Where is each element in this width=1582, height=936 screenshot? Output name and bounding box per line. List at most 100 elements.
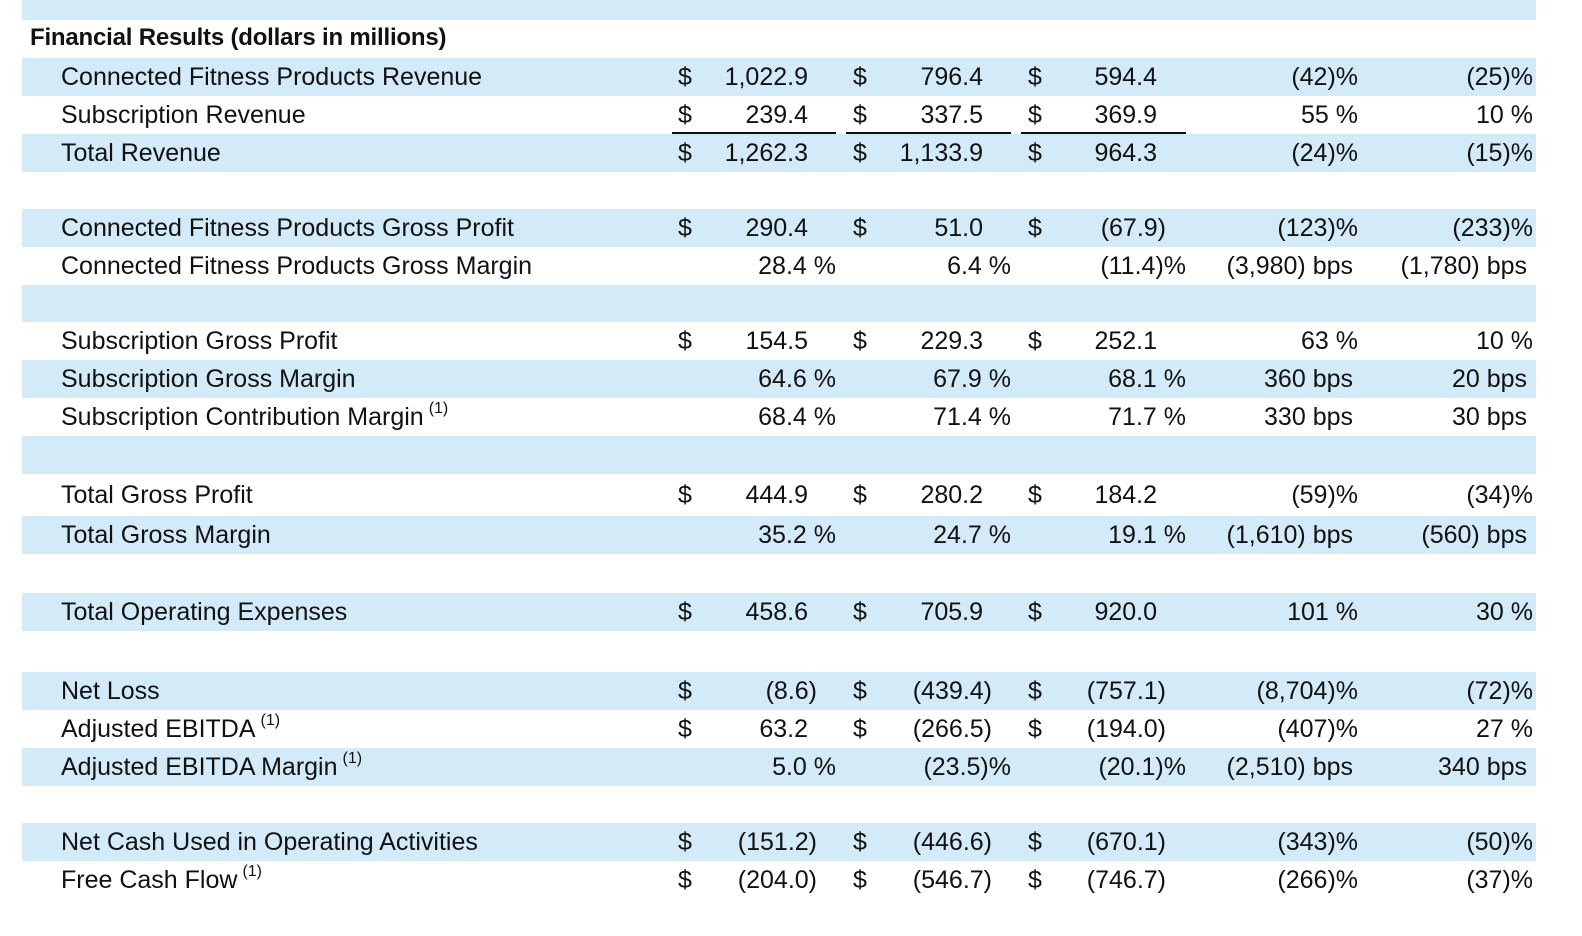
row-label: Connected Fitness Products Revenue [61, 58, 482, 96]
row-label-text: Connected Fitness Products Revenue [61, 63, 483, 91]
row-label: Connected Fitness Products Gross Profit [61, 209, 514, 247]
change-cell: (3,980) bps [1226, 252, 1353, 280]
row-label: Free Cash Flow (1) [61, 861, 262, 903]
row-label: Net Cash Used in Operating Activities [61, 823, 478, 861]
value-cell: (746.7) [1086, 866, 1166, 894]
value-cell: (20.1)% [1098, 753, 1186, 781]
dollar-sign: $ [678, 101, 692, 129]
footnote-marker: (1) [242, 863, 263, 880]
dollar-sign: $ [678, 214, 692, 242]
row-label-text: Total Operating Expenses [61, 598, 348, 626]
row-label: Subscription Gross Profit [61, 322, 338, 360]
subtotal-underline [672, 132, 836, 134]
change-cell: (266)% [1277, 866, 1358, 894]
row-label: Total Revenue [61, 134, 221, 172]
dollar-sign: $ [678, 139, 692, 167]
row-label-text: Free Cash Flow [61, 866, 238, 894]
value-cell: (194.0) [1086, 715, 1166, 743]
value-cell: (439.4) [912, 677, 992, 705]
value-cell: (670.1) [1086, 828, 1166, 856]
table-row [22, 360, 1536, 398]
row-label-text: Subscription Gross Margin [61, 365, 356, 393]
dollar-sign: $ [853, 63, 867, 91]
change-cell: 55 % [1301, 101, 1358, 129]
spacer-row [22, 436, 1536, 474]
dollar-sign: $ [1028, 828, 1042, 856]
row-label-text: Total Gross Profit [61, 481, 253, 509]
top-shaded-band [22, 0, 1536, 20]
change-cell: 101 % [1287, 598, 1358, 626]
dollar-sign: $ [853, 828, 867, 856]
row-label: Subscription Gross Margin [61, 360, 356, 398]
value-cell: 458.6 [745, 598, 808, 626]
table-row [22, 516, 1536, 554]
dollar-sign: $ [1028, 866, 1042, 894]
table-row [22, 134, 1536, 172]
change-cell: 63 % [1301, 327, 1358, 355]
value-cell: (757.1) [1086, 677, 1166, 705]
value-cell: 28.4 % [758, 252, 836, 280]
change-cell: 20 bps [1451, 365, 1527, 393]
value-cell: 51.0 [934, 214, 983, 242]
value-cell: 964.3 [1094, 139, 1157, 167]
value-cell: 5.0 % [772, 753, 836, 781]
value-cell: 280.2 [920, 481, 983, 509]
change-cell: (1,780) bps [1400, 252, 1527, 280]
dollar-sign: $ [1028, 214, 1042, 242]
dollar-sign: $ [853, 214, 867, 242]
change-cell: (343)% [1277, 828, 1358, 856]
footnote-marker: (1) [428, 400, 449, 417]
value-cell: 24.7 % [933, 521, 1011, 549]
value-cell: 184.2 [1094, 481, 1157, 509]
subtotal-underline [1021, 132, 1186, 134]
change-cell: (50)% [1466, 828, 1533, 856]
row-label-text: Net Cash Used in Operating Activities [61, 828, 478, 856]
value-cell: 594.4 [1094, 63, 1157, 91]
value-cell: 290.4 [745, 214, 808, 242]
row-label-text: Adjusted EBITDA [61, 715, 256, 743]
value-cell: 35.2 % [758, 521, 836, 549]
row-label: Total Operating Expenses [61, 593, 347, 631]
table-row [22, 593, 1536, 631]
value-cell: (8.6) [765, 677, 817, 705]
spacer-row [22, 631, 1536, 672]
footnote-marker: (1) [260, 712, 281, 729]
change-cell: (42)% [1291, 63, 1358, 91]
table-row [22, 748, 1536, 786]
value-cell: 1,262.3 [724, 139, 808, 167]
value-cell: 252.1 [1094, 327, 1157, 355]
row-label-text: Total Revenue [61, 139, 221, 167]
row-label: Adjusted EBITDA Margin (1) [61, 748, 362, 790]
row-label: Total Gross Margin [61, 516, 271, 554]
change-cell: (59)% [1291, 481, 1358, 509]
value-cell: 63.2 [759, 715, 808, 743]
change-cell: (560) bps [1421, 521, 1527, 549]
value-cell: 6.4 % [947, 252, 1011, 280]
table-row [22, 672, 1536, 710]
change-cell: (407)% [1277, 715, 1358, 743]
value-cell: 67.9 % [933, 365, 1011, 393]
dollar-sign: $ [678, 598, 692, 626]
row-label-text: Connected Fitness Products Gross Profit [61, 214, 514, 242]
value-cell: 796.4 [920, 63, 983, 91]
dollar-sign: $ [678, 481, 692, 509]
change-cell: (37)% [1466, 866, 1533, 894]
change-cell: 30 bps [1451, 403, 1527, 431]
change-cell: 340 bps [1438, 753, 1527, 781]
dollar-sign: $ [853, 677, 867, 705]
value-cell: 1,022.9 [724, 63, 808, 91]
value-cell: 444.9 [745, 481, 808, 509]
value-cell: 229.3 [920, 327, 983, 355]
row-label: Net Loss [61, 672, 160, 710]
change-cell: (8,704)% [1256, 677, 1358, 705]
spacer-row [22, 285, 1536, 322]
change-cell: (15)% [1466, 139, 1533, 167]
value-cell: 154.5 [745, 327, 808, 355]
row-label: Subscription Contribution Margin (1) [61, 398, 448, 440]
row-label-text: Subscription Contribution Margin [61, 403, 424, 431]
change-cell: 27 % [1476, 715, 1533, 743]
value-cell: 71.7 % [1108, 403, 1186, 431]
spacer-row [22, 554, 1536, 593]
row-label-text: Total Gross Margin [61, 521, 271, 549]
